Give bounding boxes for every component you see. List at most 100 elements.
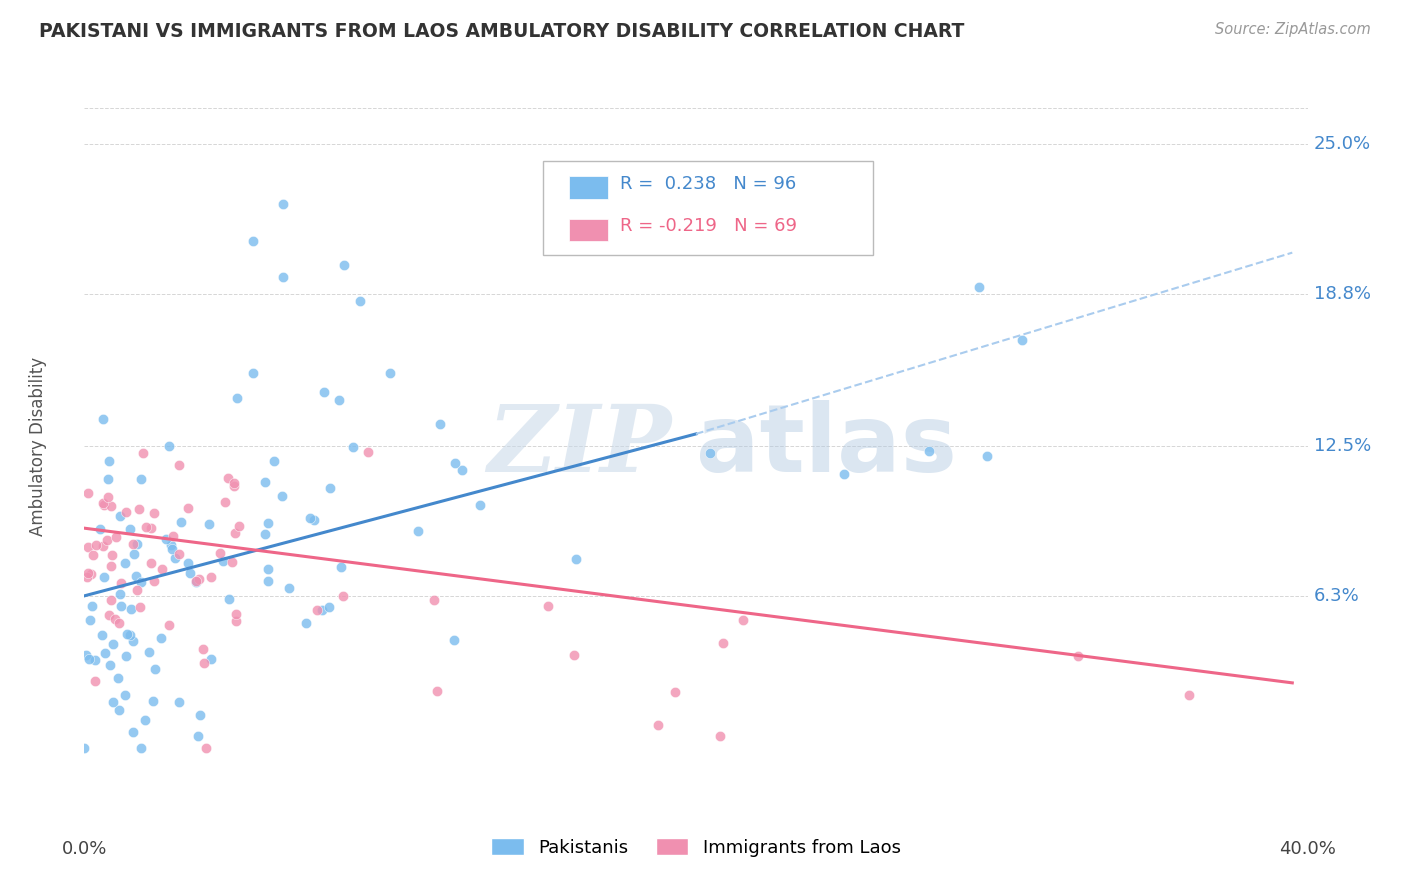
Point — [257, 562, 280, 576]
Point — [426, 684, 449, 698]
Point — [537, 599, 560, 613]
Point — [208, 546, 231, 560]
Point — [468, 498, 491, 512]
Text: 12.5%: 12.5% — [1313, 437, 1371, 455]
Point — [121, 633, 143, 648]
Point — [101, 548, 124, 562]
Point — [139, 521, 162, 535]
Point — [170, 515, 193, 529]
Point — [329, 560, 352, 574]
Point — [188, 707, 211, 722]
Point — [242, 234, 264, 248]
Point — [75, 648, 97, 662]
Point — [73, 741, 96, 756]
Point — [80, 599, 103, 613]
Point — [167, 547, 190, 561]
Text: 25.0%: 25.0% — [1313, 135, 1371, 153]
Text: Ambulatory Disability: Ambulatory Disability — [30, 357, 46, 535]
Point — [108, 703, 131, 717]
Point — [162, 529, 184, 543]
Point — [832, 467, 855, 481]
Point — [256, 516, 278, 531]
Point — [225, 614, 247, 628]
Point — [120, 628, 142, 642]
Point — [709, 730, 731, 744]
FancyBboxPatch shape — [569, 219, 607, 242]
Point — [91, 412, 114, 426]
Point — [84, 674, 107, 689]
Point — [135, 520, 157, 534]
Point — [423, 592, 446, 607]
Point — [128, 600, 150, 615]
Point — [84, 538, 107, 552]
Point — [328, 392, 350, 407]
FancyBboxPatch shape — [569, 176, 607, 199]
Legend: Pakistanis, Immigrants from Laos: Pakistanis, Immigrants from Laos — [492, 838, 900, 856]
Point — [565, 551, 588, 566]
Point — [115, 627, 138, 641]
Point — [122, 724, 145, 739]
Point — [142, 694, 165, 708]
Point — [1067, 649, 1090, 664]
Point — [110, 575, 132, 590]
Point — [101, 636, 124, 650]
Point — [77, 485, 100, 500]
Point — [194, 741, 217, 756]
Point — [155, 532, 177, 546]
Point — [342, 440, 364, 454]
Point — [98, 607, 121, 622]
Point — [664, 685, 686, 699]
Point — [242, 367, 264, 381]
Text: 6.3%: 6.3% — [1313, 587, 1360, 605]
Point — [224, 475, 246, 490]
Point — [91, 496, 114, 510]
Point — [121, 537, 143, 551]
Point — [100, 592, 122, 607]
FancyBboxPatch shape — [543, 161, 873, 255]
Point — [80, 567, 103, 582]
Point — [120, 601, 142, 615]
Point — [177, 501, 200, 516]
Point — [90, 628, 112, 642]
Point — [318, 599, 340, 614]
Point — [305, 603, 328, 617]
Point — [77, 566, 100, 581]
Point — [226, 391, 249, 405]
Point — [141, 557, 163, 571]
Point — [134, 714, 156, 728]
Point — [128, 501, 150, 516]
Point — [186, 574, 208, 588]
Point — [125, 568, 148, 582]
Point — [299, 511, 322, 525]
Point — [98, 453, 121, 467]
Point — [91, 539, 114, 553]
Point — [100, 558, 122, 573]
Text: R = -0.219   N = 69: R = -0.219 N = 69 — [620, 218, 797, 235]
Point — [122, 547, 145, 561]
Point — [271, 489, 294, 503]
Point — [349, 293, 371, 308]
Point — [138, 645, 160, 659]
Point — [110, 599, 132, 613]
Point — [200, 651, 222, 665]
Point — [157, 618, 180, 632]
Point — [114, 505, 136, 519]
Point — [77, 652, 100, 666]
Point — [198, 516, 221, 531]
Point — [125, 582, 148, 597]
Point — [129, 741, 152, 756]
Point — [97, 472, 120, 486]
Point — [157, 440, 180, 454]
Point — [221, 555, 243, 569]
Point — [1011, 333, 1033, 347]
Point — [271, 269, 294, 284]
Point — [218, 592, 240, 607]
Point — [217, 471, 239, 485]
Point — [224, 479, 246, 493]
Point — [96, 533, 118, 548]
Point — [224, 526, 246, 541]
Point — [228, 519, 250, 533]
Point — [165, 551, 187, 566]
Text: atlas: atlas — [696, 400, 957, 492]
Point — [127, 537, 149, 551]
